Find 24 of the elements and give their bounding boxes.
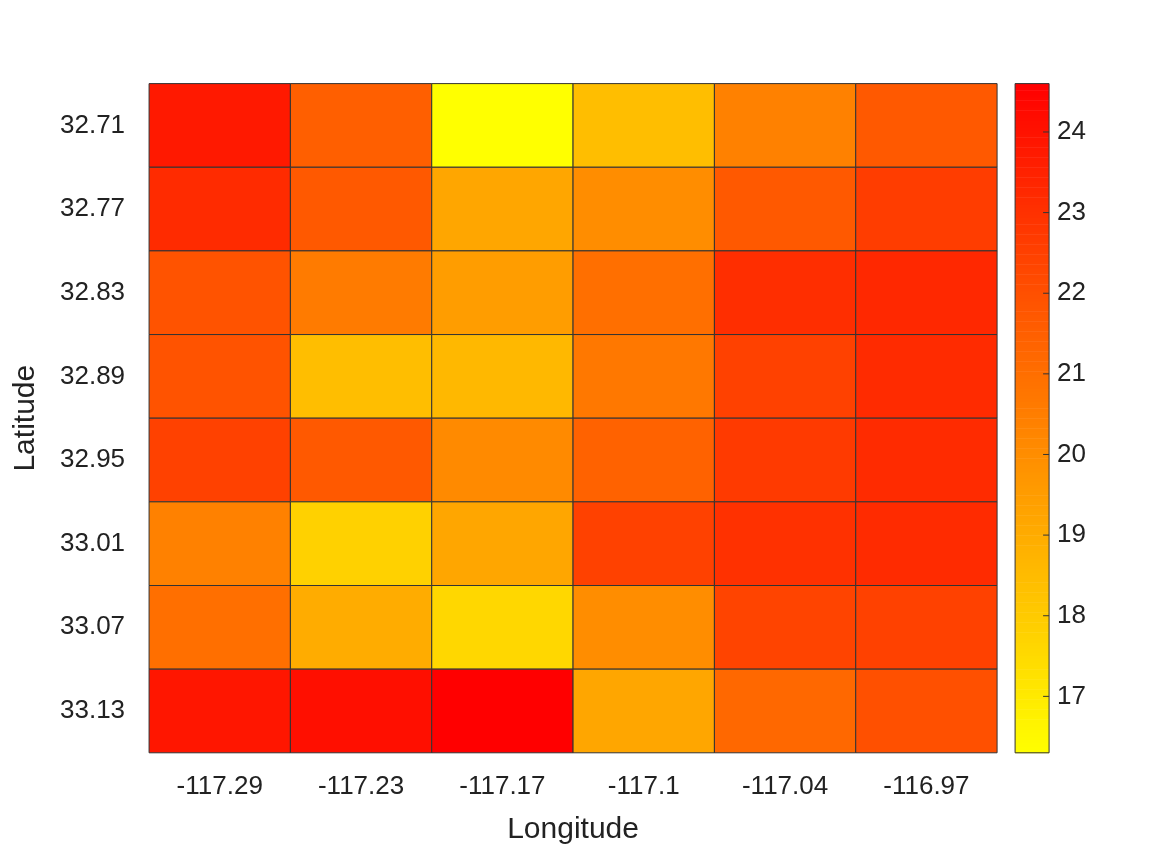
color-bar-label: 24 bbox=[1057, 115, 1086, 146]
color-bar-label: 20 bbox=[1057, 437, 1086, 468]
y-tick-label: 33.07 bbox=[59, 610, 126, 641]
color-bar-label: 17 bbox=[1057, 679, 1086, 710]
y-tick-label: 32.71 bbox=[59, 108, 126, 139]
color-bar-label: 18 bbox=[1057, 598, 1086, 629]
x-tick-label: -117.17 bbox=[459, 769, 546, 800]
x-tick-label: -117.04 bbox=[741, 769, 829, 800]
x-tick-label: -116.97 bbox=[883, 769, 970, 800]
color-bar-label: 23 bbox=[1057, 195, 1086, 226]
x-tick-label: -117.1 bbox=[607, 769, 680, 800]
color-bar-label: 19 bbox=[1057, 518, 1086, 549]
y-tick-label: 32.95 bbox=[59, 443, 126, 474]
y-tick-label: 32.89 bbox=[59, 359, 126, 390]
y-tick-label: 32.83 bbox=[59, 275, 126, 306]
y-tick-label: 33.01 bbox=[59, 526, 126, 557]
y-axis-title: Latitude bbox=[7, 364, 41, 472]
color-bar-label: 21 bbox=[1057, 357, 1086, 388]
x-tick-label: -117.23 bbox=[317, 769, 405, 800]
y-tick-label: 32.77 bbox=[59, 192, 126, 223]
y-tick-label: 33.13 bbox=[59, 694, 126, 725]
color-bar-label: 22 bbox=[1057, 276, 1086, 307]
x-axis-title: Longitude bbox=[507, 811, 639, 845]
x-tick-label: -117.29 bbox=[176, 769, 263, 800]
